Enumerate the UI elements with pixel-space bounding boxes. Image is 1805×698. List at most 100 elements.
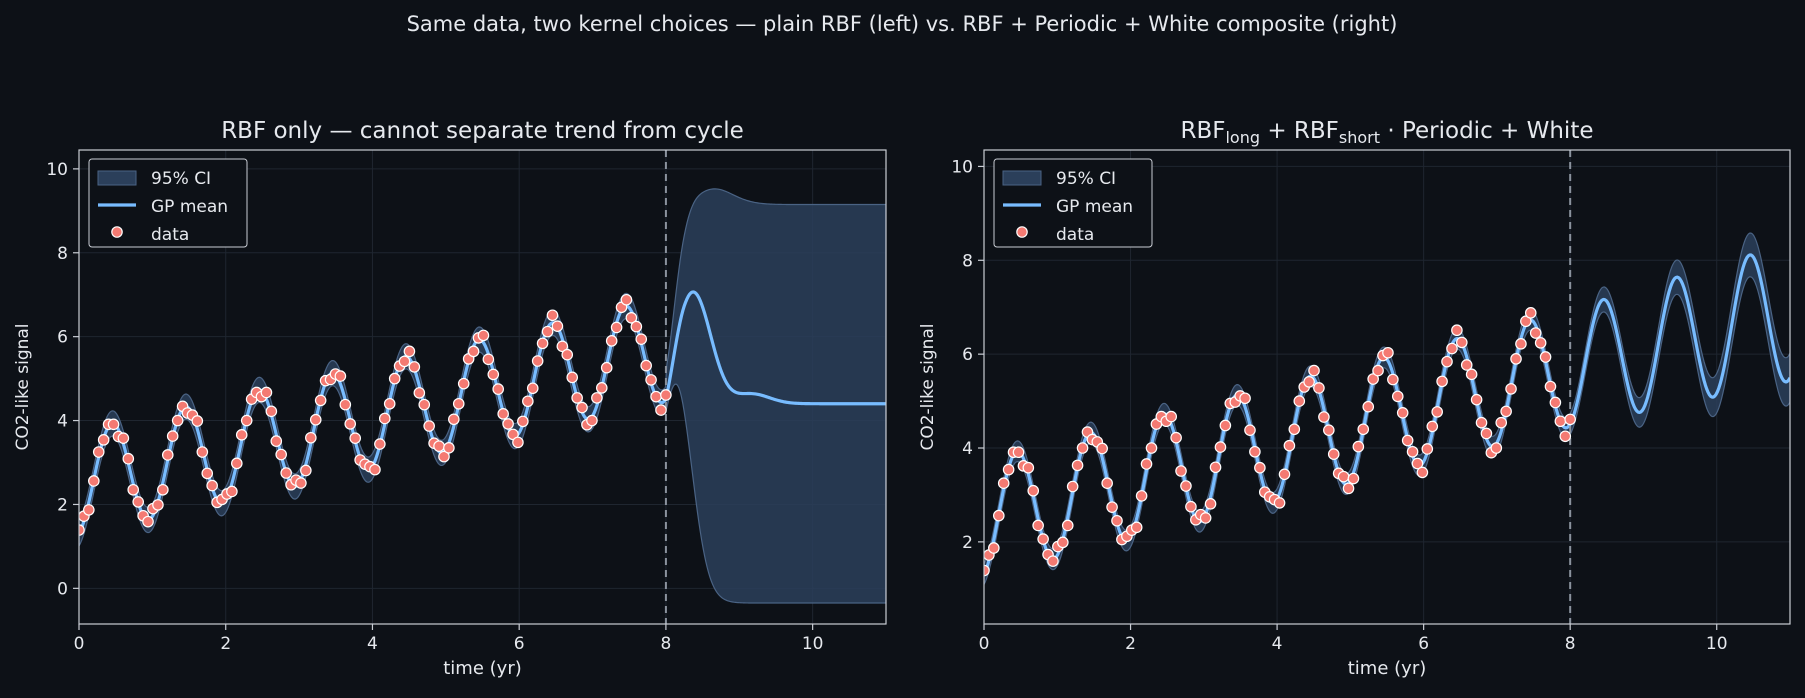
data-point <box>591 392 603 404</box>
data-point <box>635 333 648 345</box>
data-point <box>551 320 564 332</box>
data-point <box>1219 419 1232 432</box>
data-point <box>191 415 204 427</box>
data-point <box>300 464 312 477</box>
data-point <box>1510 353 1522 365</box>
data-point <box>1278 468 1291 481</box>
legend-ci-swatch <box>97 170 137 186</box>
data-point <box>1032 519 1044 532</box>
chart-title: RBFlong + RBFshort · Periodic + White <box>1180 118 1593 147</box>
data-point <box>1249 445 1261 458</box>
data-point <box>1554 415 1567 428</box>
data-point <box>1027 484 1040 497</box>
data-point <box>1002 463 1015 476</box>
data-point <box>423 420 435 432</box>
data-point <box>1505 383 1517 395</box>
data-point <box>605 335 618 347</box>
title-part: RBF <box>1180 118 1225 144</box>
data-point <box>1066 480 1079 493</box>
data-point <box>280 467 292 479</box>
data-point <box>1391 390 1404 403</box>
x-axis-label: time (yr) <box>1348 658 1427 679</box>
data-point <box>388 372 401 385</box>
data-point <box>1037 533 1049 545</box>
data-point <box>1436 375 1448 388</box>
plot-layer <box>79 150 886 624</box>
data-point <box>1500 405 1512 418</box>
x-tick-label: 8 <box>1565 634 1576 654</box>
data-point <box>997 477 1010 490</box>
x-tick-label: 0 <box>74 634 85 654</box>
data-point <box>374 438 386 450</box>
y-tick-label: 8 <box>962 251 973 271</box>
chart-title: RBF only — cannot separate trend from cy… <box>221 118 744 144</box>
data-point <box>1214 441 1227 453</box>
data-point <box>418 398 431 411</box>
y-tick-label: 6 <box>962 345 973 365</box>
data-point <box>1490 442 1503 454</box>
data-point <box>1529 327 1542 339</box>
y-tick-label: 10 <box>46 160 68 180</box>
data-point <box>1101 477 1113 490</box>
data-point <box>517 415 529 428</box>
data-point <box>1047 555 1059 567</box>
data-point <box>1524 307 1537 319</box>
data-point <box>512 436 524 449</box>
data-point <box>1396 407 1409 419</box>
x-tick-label: 10 <box>802 634 824 654</box>
data-point <box>196 446 209 458</box>
data-point <box>1342 482 1355 495</box>
data-point <box>1411 457 1424 470</box>
data-point <box>1288 423 1301 436</box>
data-point <box>1470 393 1483 406</box>
data-point <box>1293 395 1306 407</box>
data-point <box>1135 490 1148 502</box>
legend-label: data <box>151 225 189 245</box>
data-point <box>561 348 574 361</box>
data-point <box>1534 337 1547 349</box>
data-point <box>457 377 470 390</box>
data-point <box>1362 400 1375 413</box>
data-point <box>452 397 465 410</box>
data-point <box>1539 351 1552 363</box>
data-point <box>270 435 283 447</box>
data-point <box>235 429 248 441</box>
data-point <box>1273 497 1286 509</box>
x-axis-label: time (yr) <box>443 658 522 679</box>
data-point <box>526 382 539 395</box>
data-point <box>630 320 643 333</box>
legend: 95% CI GP mean data <box>88 158 248 248</box>
x-tick-label: 10 <box>1706 634 1728 654</box>
data-point <box>1244 424 1256 436</box>
data-point <box>1165 410 1178 423</box>
data-point <box>383 397 396 410</box>
chart-composite-kernel: 0 2 4 6 8 10 2 4 6 8 10 time (yr) CO2-like signal RBF… <box>918 118 1791 679</box>
data-point <box>1337 470 1350 483</box>
data-point <box>477 329 490 342</box>
y-tick-label: 2 <box>962 533 973 553</box>
data-point <box>1372 364 1384 377</box>
data-point <box>625 311 638 324</box>
data-point <box>1421 443 1434 455</box>
legend-label: data <box>1056 225 1094 245</box>
data-point <box>600 361 613 374</box>
data-point <box>122 452 135 465</box>
data-point <box>586 414 598 427</box>
data-point <box>1387 373 1399 386</box>
data-point <box>448 413 460 426</box>
data-point <box>645 374 657 386</box>
data-point <box>620 293 633 306</box>
data-point <box>556 340 569 353</box>
data-point <box>1446 342 1458 355</box>
y-tick-label: 4 <box>962 439 973 459</box>
data-point <box>1012 446 1025 459</box>
data-point <box>1564 413 1576 426</box>
data-point <box>88 475 100 487</box>
data-point <box>1204 498 1217 510</box>
data-point <box>265 405 278 418</box>
data-point <box>1441 355 1453 368</box>
data-point <box>1303 376 1315 388</box>
data-point <box>984 564 990 577</box>
data-point <box>413 387 426 399</box>
y-axis-label: CO2-like signal <box>13 323 33 450</box>
